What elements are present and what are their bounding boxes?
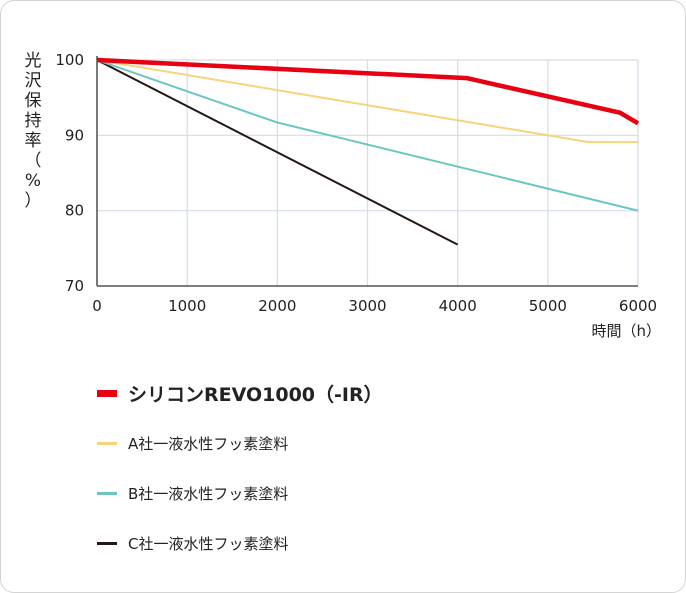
legend-item-company-b: B社一液水性フッ素塗料 [97,468,383,518]
y-tick-label: 90 [65,126,84,144]
y-axis-label-char: 光 [25,51,42,71]
y-tick-label: 70 [65,277,84,295]
y-axis-label-char: 保 [25,91,42,111]
y-axis-label-char: 沢 [25,71,42,91]
legend-swatch-revo [97,389,117,397]
legend-item-company-a: A社一液水性フッ素塗料 [97,418,383,468]
legend-label-company-a: A社一液水性フッ素塗料 [128,434,289,453]
legend-swatch-company-b [97,491,117,495]
y-axis-label-char: 率 [25,131,42,151]
series-line-4 [96,59,459,246]
y-tick-label: 100 [55,51,84,69]
x-tick-label: 6000 [619,297,657,315]
y-axis-label-char: 持 [25,111,42,131]
x-axis-label: 時間（h） [591,322,661,340]
x-tick-label: 0 [92,297,102,315]
legend-label-company-c: C社一液水性フッ素塗料 [128,534,289,553]
legend-label-revo: シリコンREVO1000（-IR） [128,383,383,406]
series-line-2 [96,59,638,144]
y-axis-label-char: ） [25,191,42,211]
legend-swatch-company-a [97,441,117,445]
y-axis-label-char: % [25,171,41,191]
series-line-3 [96,59,639,212]
series-lines [96,57,640,246]
y-tick-label: 80 [65,202,84,220]
x-tick-label: 3000 [348,297,386,315]
x-tick-label: 2000 [258,297,296,315]
y-axis-label: 光沢保持率（%） [25,51,42,211]
y-axis-label-char: （ [25,151,42,171]
legend-item-company-c: C社一液水性フッ素塗料 [97,518,383,568]
x-tick-label: 4000 [439,297,477,315]
x-tick-label: 5000 [529,297,567,315]
legend-swatch-company-c [97,541,117,545]
series-line-1 [96,57,640,126]
legend-label-company-b: B社一液水性フッ素塗料 [128,484,289,503]
legend-item-revo: シリコンREVO1000（-IR） [97,368,383,418]
grid [97,59,639,286]
x-tick-label: 1000 [168,297,206,315]
legend: シリコンREVO1000（-IR） A社一液水性フッ素塗料 B社一液水性フッ素塗… [97,368,383,568]
